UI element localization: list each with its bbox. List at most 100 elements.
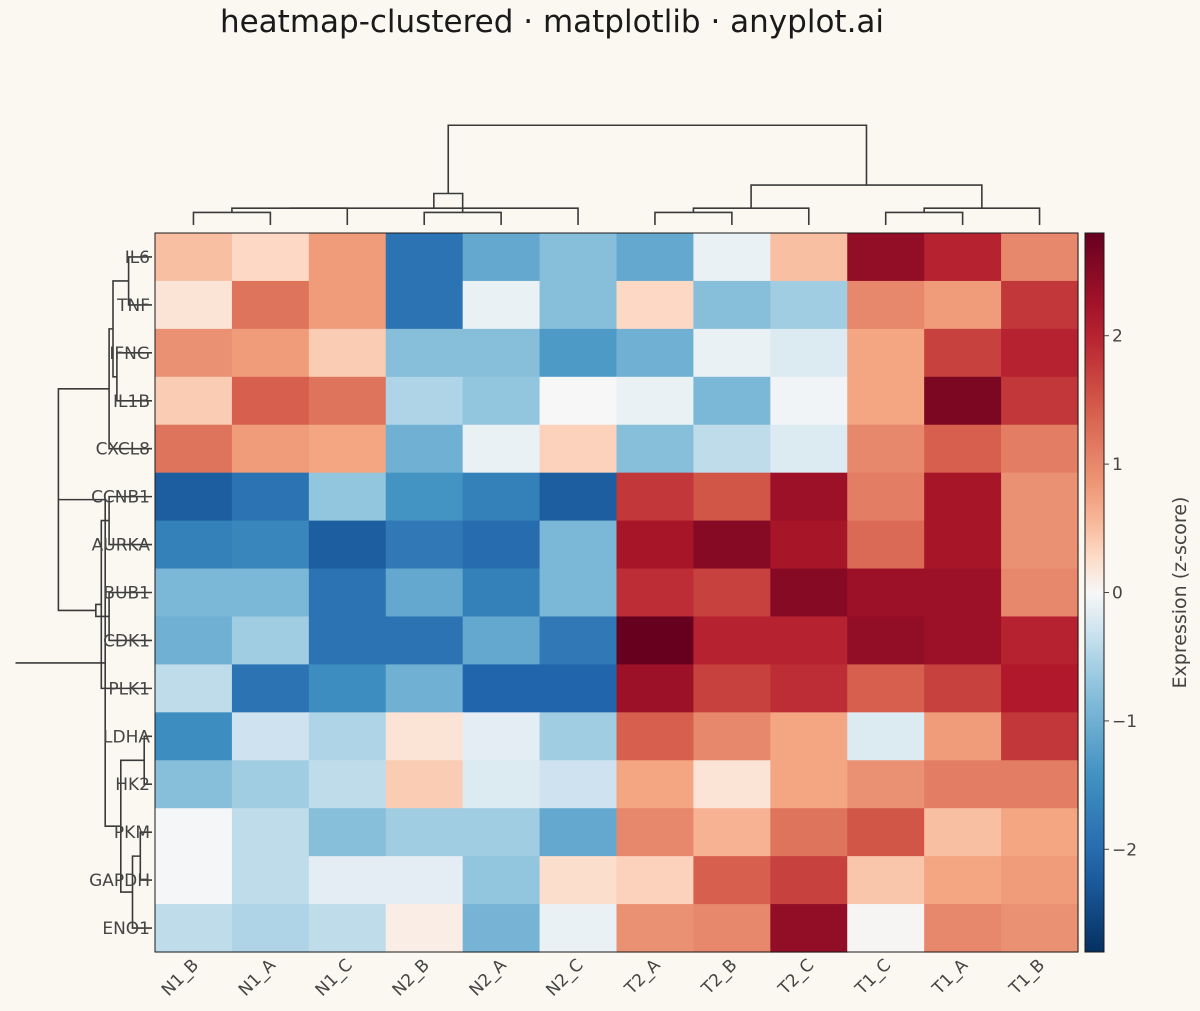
heatmap-cell: [308, 520, 387, 570]
column-label: N1_A: [235, 955, 280, 1000]
heatmap-cell: [693, 568, 771, 618]
heatmap-cell: [155, 808, 233, 857]
heatmap-cell: [770, 712, 848, 761]
heatmap-cell: [462, 472, 541, 522]
heatmap-cell: [924, 424, 1002, 474]
heatmap-cell: [539, 904, 618, 953]
heatmap-cell: [770, 376, 848, 426]
heatmap-cell: [385, 376, 464, 426]
row-label: BUB1: [103, 584, 150, 604]
dendrogram-link: [231, 207, 349, 225]
dendrogram-link: [750, 184, 983, 209]
column-dendrogram: [192, 124, 1041, 225]
heatmap-cell: [231, 856, 310, 905]
row-label: CDK1: [103, 631, 150, 651]
heatmap-cell: [1001, 424, 1079, 474]
heatmap-cell: [770, 472, 848, 522]
column-label: T2_A: [620, 955, 664, 999]
heatmap-cell: [231, 568, 310, 618]
heatmap-cell: [155, 616, 233, 665]
column-label: N2_A: [466, 955, 511, 1000]
dendrogram-link: [433, 192, 464, 213]
heatmap-cell: [616, 664, 695, 713]
heatmap-cell: [924, 376, 1002, 426]
row-label: LDHA: [103, 727, 150, 747]
heatmap-cell: [770, 424, 848, 474]
heatmap-cell: [385, 424, 464, 474]
heatmap-cell: [847, 904, 925, 953]
heatmap-cell: [539, 520, 618, 570]
row-label: GAPDH: [89, 871, 150, 891]
heatmap-cell: [231, 376, 310, 426]
heatmap-cell: [693, 712, 771, 761]
column-label: T2_B: [697, 955, 741, 999]
heatmap-cell: [539, 424, 618, 474]
dendrogram-link: [95, 603, 110, 618]
heatmap-cell: [155, 233, 233, 282]
heatmap-cell: [616, 376, 695, 426]
heatmap-cell: [693, 520, 771, 570]
dendrogram-link: [654, 211, 733, 225]
colorbar-gradient: [1084, 232, 1105, 953]
heatmap-cell: [462, 376, 541, 426]
heatmap-cell: [616, 568, 695, 618]
dendrogram-link: [692, 207, 810, 225]
heatmap-cell: [847, 568, 925, 618]
heatmap-cell: [308, 808, 387, 857]
heatmap-cell: [616, 520, 695, 570]
column-label: T2_C: [774, 955, 818, 999]
column-label: T1_B: [1005, 955, 1049, 999]
heatmap-cell: [693, 760, 771, 809]
chart-title: heatmap-clustered · matplotlib · anyplot…: [220, 4, 884, 40]
heatmap-cell: [693, 233, 771, 282]
heatmap-cell: [847, 712, 925, 761]
heatmap-cell: [308, 233, 387, 282]
heatmap-cell: [231, 904, 310, 953]
heatmap-cell: [1001, 568, 1079, 618]
heatmap-cell: [308, 568, 387, 618]
column-label: N1_B: [158, 955, 203, 1000]
heatmap-cell: [924, 233, 1002, 282]
heatmap-cell: [924, 568, 1002, 618]
heatmap-cell: [770, 280, 848, 330]
heatmap-cell: [847, 472, 925, 522]
colorbar-tick-label: 2: [1112, 327, 1123, 347]
heatmap-cell: [693, 424, 771, 474]
heatmap-cell: [693, 328, 771, 378]
column-label: N2_C: [542, 955, 587, 1000]
heatmap-cell: [1001, 664, 1079, 713]
row-label: IL6: [125, 248, 150, 268]
heatmap-cell: [231, 664, 310, 713]
colorbar-ticks: −2 −1 0 1 2: [1104, 327, 1137, 860]
heatmap-cell: [539, 712, 618, 761]
row-label: CXCL8: [96, 440, 150, 460]
heatmap-cell: [616, 904, 695, 953]
heatmap-cell: [308, 424, 387, 474]
heatmap-cell: [693, 616, 771, 665]
heatmap-cell: [847, 233, 925, 282]
heatmap-cell: [462, 856, 541, 905]
dendrogram-link: [192, 211, 272, 225]
heatmap-cell: [385, 233, 464, 282]
column-label: T1_A: [928, 955, 972, 999]
heatmap-cell: [385, 712, 464, 761]
heatmap-cell: [308, 712, 387, 761]
row-label: PLK1: [108, 679, 150, 699]
heatmap-cell: [847, 376, 925, 426]
heatmap-cell: [924, 472, 1002, 522]
heatmap-cell: [385, 904, 464, 953]
heatmap-cell: [539, 760, 618, 809]
dendrogram-link: [884, 211, 964, 225]
heatmap-cell: [616, 280, 695, 330]
heatmap-cell: [462, 808, 541, 857]
heatmap-cell: [1001, 472, 1079, 522]
heatmap-cell: [539, 328, 618, 378]
heatmap-cell: [924, 856, 1002, 905]
heatmap-cell: [847, 808, 925, 857]
heatmap-cell: [155, 328, 233, 378]
colorbar: −2 −1 0 1 2 Expression (z-score): [1084, 232, 1191, 953]
heatmap-cell: [770, 328, 848, 378]
heatmap-cell: [1001, 376, 1079, 426]
heatmap-cell: [155, 904, 233, 953]
heatmap-cell: [231, 472, 310, 522]
